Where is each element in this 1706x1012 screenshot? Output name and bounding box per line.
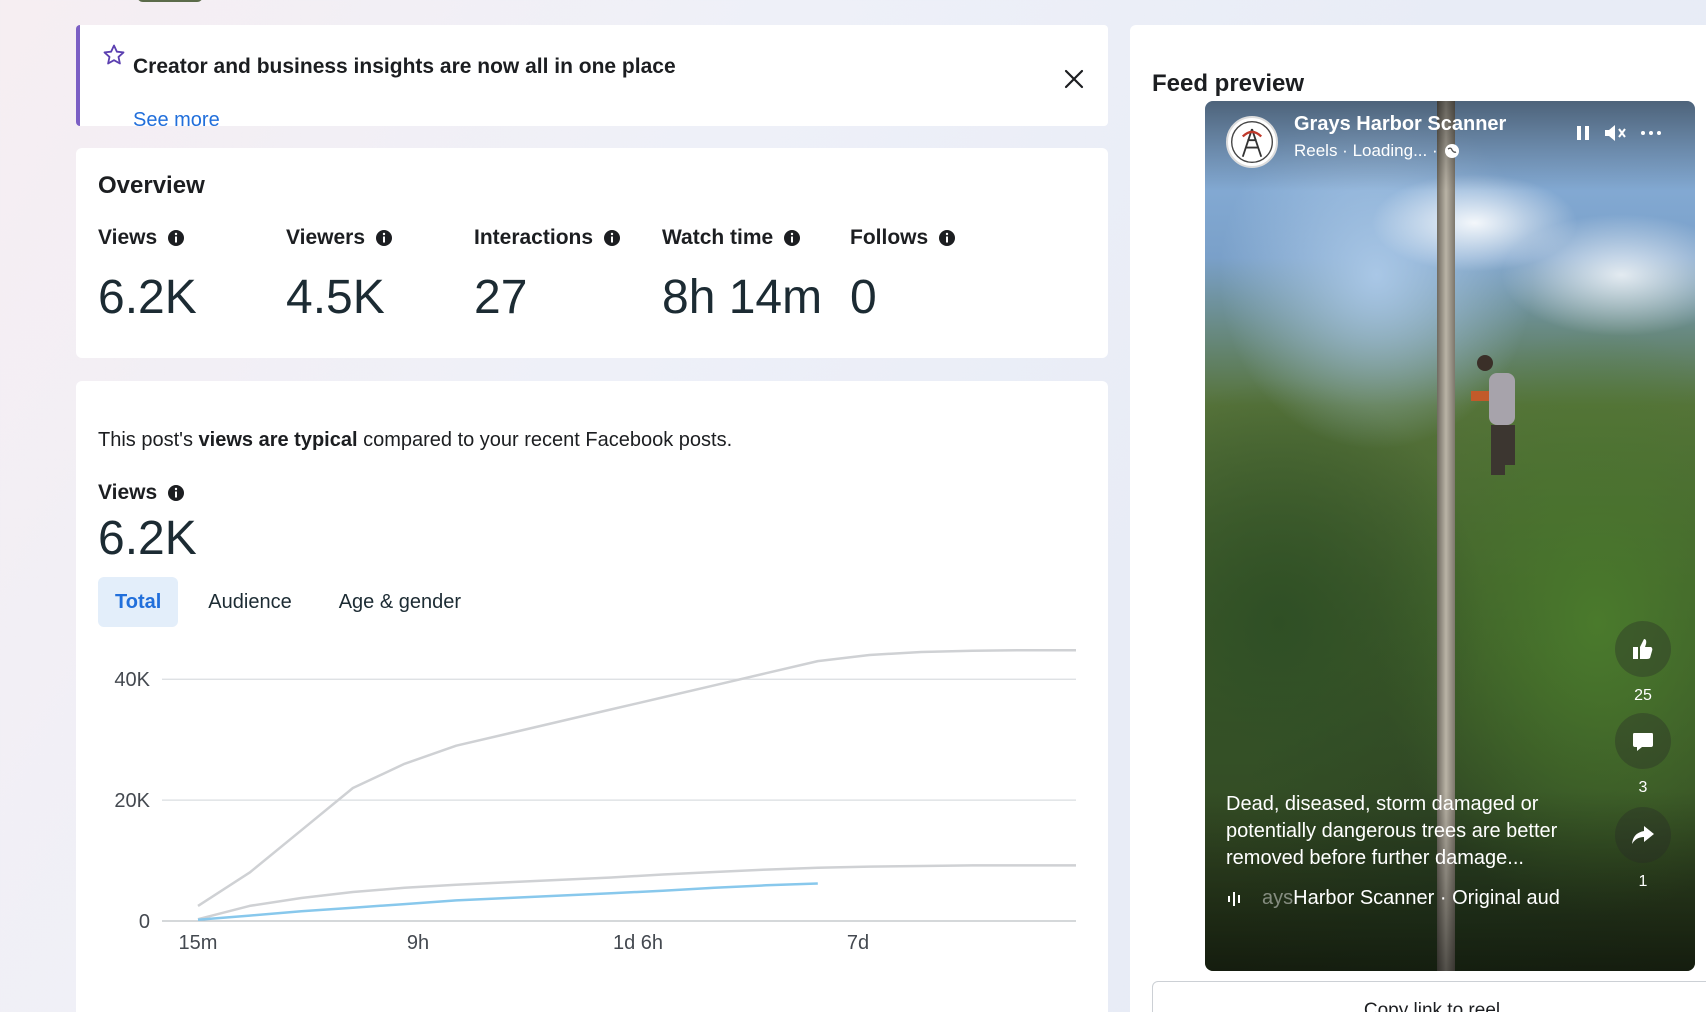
tab-total[interactable]: Total xyxy=(98,577,179,627)
top-thumbnail xyxy=(137,0,203,2)
views-label: Views xyxy=(98,481,185,505)
globe-icon xyxy=(1444,144,1459,158)
series-line-2 xyxy=(197,882,818,922)
sentence-bold: views are typical xyxy=(198,429,358,451)
y-tick-label: 0 xyxy=(139,911,150,933)
reel-caption: Dead, diseased, storm damaged or potenti… xyxy=(1226,793,1558,869)
audio-row[interactable]: ays Harbor Scanner · Original aud xyxy=(1226,887,1560,910)
metric-label: Follows xyxy=(850,226,929,249)
overview-heading: Overview xyxy=(98,172,205,199)
share-action[interactable]: 1 xyxy=(1615,807,1671,891)
views-label-text: Views xyxy=(98,481,158,504)
info-icon[interactable] xyxy=(603,229,621,247)
share-count: 1 xyxy=(1638,873,1648,890)
views-value: 6.2K xyxy=(98,512,197,565)
see-more-link[interactable]: See more xyxy=(133,109,220,131)
share-button[interactable] xyxy=(1615,807,1671,863)
like-action[interactable]: 25 xyxy=(1615,621,1671,705)
info-icon[interactable] xyxy=(167,484,185,502)
info-icon[interactable] xyxy=(167,229,185,247)
thumbs-up-icon xyxy=(1633,639,1653,659)
pause-icon[interactable] xyxy=(1573,123,1593,143)
x-tick-label: 15m xyxy=(179,932,218,954)
y-tick-label: 20K xyxy=(114,790,150,812)
page-avatar[interactable] xyxy=(1226,116,1278,168)
like-button[interactable] xyxy=(1615,621,1671,677)
metric-interactions: Interactions 27 xyxy=(474,224,621,326)
info-icon[interactable] xyxy=(783,229,801,247)
metric-value: 0 xyxy=(850,271,877,324)
views-tabs: Total Audience Age & gender xyxy=(98,577,491,627)
reel-subtitle: Reels · Loading... · xyxy=(1294,141,1460,161)
metric-viewers: Viewers 4.5K xyxy=(286,224,393,326)
x-tick-label: 1d 6h xyxy=(613,932,663,954)
feed-preview-heading: Feed preview xyxy=(1152,70,1305,97)
page-name[interactable]: Grays Harbor Scanner xyxy=(1294,113,1507,135)
y-tick-label: 40K xyxy=(114,669,150,691)
banner-title: Creator and business insights are now al… xyxy=(133,55,676,78)
info-icon[interactable] xyxy=(938,229,956,247)
metric-label: Views xyxy=(98,226,158,249)
more-options-icon[interactable] xyxy=(1639,123,1663,143)
x-tick-label: 9h xyxy=(407,932,429,954)
reel-video[interactable]: Grays Harbor Scanner Reels · Loading... … xyxy=(1205,101,1695,971)
metric-value: 27 xyxy=(474,271,528,324)
comment-button[interactable] xyxy=(1615,713,1671,769)
audio-wave-icon xyxy=(1228,891,1240,906)
tree-trunk xyxy=(1437,101,1455,971)
views-card: This post's views are typical compared t… xyxy=(76,381,1108,1012)
info-icon[interactable] xyxy=(375,229,393,247)
audio-text: Harbor Scanner · Original aud xyxy=(1293,887,1560,909)
like-count: 25 xyxy=(1634,687,1652,704)
metric-views: Views 6.2K xyxy=(98,224,197,326)
audio-faded-text: ays xyxy=(1262,887,1294,909)
copy-link-button[interactable]: Copy link to reel xyxy=(1152,981,1706,1012)
climber-figure xyxy=(1471,355,1515,475)
close-icon[interactable] xyxy=(1060,65,1088,93)
metric-label: Interactions xyxy=(474,226,594,249)
tab-audience[interactable]: Audience xyxy=(208,590,292,613)
feed-preview-card: Feed preview Grays Harbor Scanner Reels … xyxy=(1130,25,1706,1012)
comment-count: 3 xyxy=(1638,779,1648,796)
metric-value: 6.2K xyxy=(98,271,197,324)
sentence-pre: This post's xyxy=(98,429,199,451)
typical-sentence: This post's views are typical compared t… xyxy=(98,429,732,452)
star-icon xyxy=(103,44,125,65)
overview-card: Overview Views 6.2K Viewers 4.5K Interac… xyxy=(76,148,1108,358)
views-line-chart: 0 20K 40K 15m 9h 1d 6h 7d xyxy=(114,648,1076,954)
reel-sub-text: Reels · Loading... · xyxy=(1294,141,1438,160)
comment-action[interactable]: 3 xyxy=(1615,713,1671,797)
mute-icon[interactable] xyxy=(1603,123,1629,143)
metric-label: Viewers xyxy=(286,226,366,249)
reel-bottom-shade xyxy=(1205,791,1695,971)
comment-icon xyxy=(1633,733,1653,751)
metric-label: Watch time xyxy=(662,226,774,249)
metric-watch-time: Watch time 8h 14m xyxy=(662,224,822,326)
series-line-0 xyxy=(197,648,1076,907)
x-tick-label: 7d xyxy=(847,932,869,954)
metric-value: 4.5K xyxy=(286,271,385,324)
tab-age-gender[interactable]: Age & gender xyxy=(338,590,462,613)
insights-banner: Creator and business insights are now al… xyxy=(76,25,1108,131)
metric-follows: Follows 0 xyxy=(850,224,956,326)
sentence-post: compared to your recent Facebook posts. xyxy=(357,429,733,451)
share-icon xyxy=(1632,826,1654,844)
series-line-1 xyxy=(197,864,1076,921)
metric-value: 8h 14m xyxy=(662,271,823,324)
